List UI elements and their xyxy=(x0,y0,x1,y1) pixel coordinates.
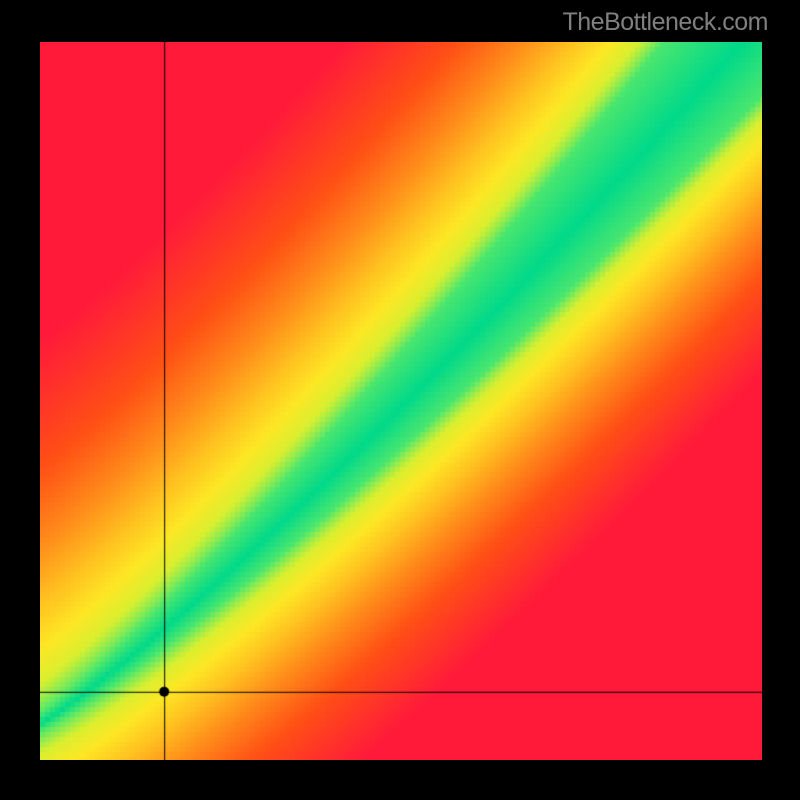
heatmap-plot xyxy=(40,42,762,760)
watermark-text: TheBottleneck.com xyxy=(563,8,769,37)
